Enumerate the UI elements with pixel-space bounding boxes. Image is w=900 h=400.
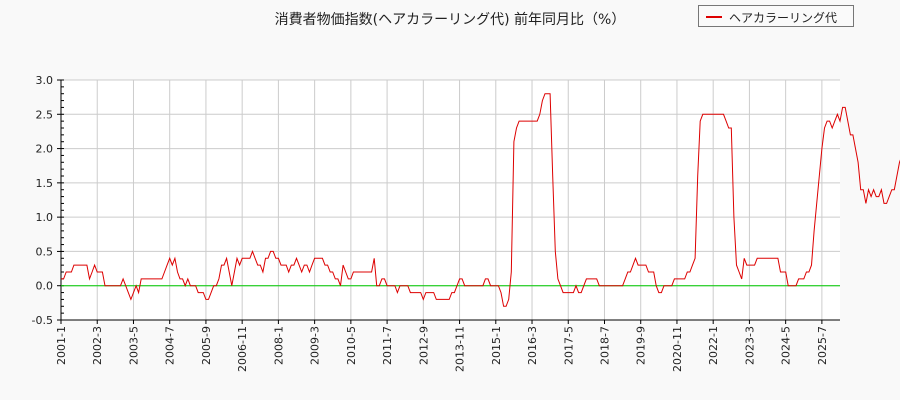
- legend: ヘアカラーリング代: [698, 5, 854, 27]
- y-tick-label: 1.5: [36, 177, 54, 190]
- y-tick-label: 0.5: [36, 245, 54, 258]
- x-tick-label: 2025-7: [816, 326, 829, 365]
- series-line-hair-coloring: [61, 93, 900, 307]
- x-tick-label: 2015-1: [490, 326, 503, 365]
- x-tick-label: 2011-7: [381, 326, 394, 365]
- x-tick-label: 2023-3: [743, 326, 756, 365]
- legend-swatch-line: [706, 16, 722, 18]
- y-tick-label: 2.5: [36, 108, 54, 121]
- y-axis: 3.0 2.5 2.0 1.5 1.0 0.5 0.0 -0.5: [32, 74, 64, 327]
- x-tick-label: 2009-3: [309, 326, 322, 365]
- y-tick-label: 1.0: [36, 211, 54, 224]
- x-tick-label: 2022-1: [707, 326, 720, 365]
- x-tick-label: 2018-7: [598, 326, 611, 365]
- x-tick-label: 2010-5: [345, 326, 358, 365]
- y-tick-label: 3.0: [36, 74, 54, 87]
- y-tick-label: 0.0: [36, 280, 54, 293]
- x-tick-label: 2019-9: [635, 326, 648, 365]
- x-tick-label: 2002-3: [91, 326, 104, 365]
- plot-area: [61, 80, 840, 320]
- x-tick-label: 2001-1: [55, 326, 68, 365]
- x-tick-label: 2012-9: [417, 326, 430, 365]
- legend-label: ヘアカラーリング代: [729, 11, 838, 25]
- x-tick-label: 2017-5: [562, 326, 575, 365]
- x-tick-label: 2006-11: [236, 326, 249, 372]
- chart-title: 消費者物価指数(ヘアカラーリング代) 前年同月比（%）: [274, 12, 626, 28]
- x-tick-label: 2008-1: [272, 326, 285, 365]
- x-tick-label: 2024-5: [780, 326, 793, 365]
- y-tick-label: -0.5: [32, 314, 53, 327]
- x-tick-label: 2003-5: [127, 326, 140, 365]
- x-tick-label: 2013-11: [454, 326, 467, 372]
- x-axis: 2001-1 2002-3 2003-5 2004-7 2005-9 2006-11 200…: [55, 319, 840, 372]
- x-tick-label: 2005-9: [200, 326, 213, 365]
- x-tick-label: 2004-7: [164, 326, 177, 365]
- x-tick-label: 2020-11: [671, 326, 684, 372]
- x-tick-label: 2016-3: [526, 326, 539, 365]
- y-tick-label: 2.0: [36, 143, 54, 156]
